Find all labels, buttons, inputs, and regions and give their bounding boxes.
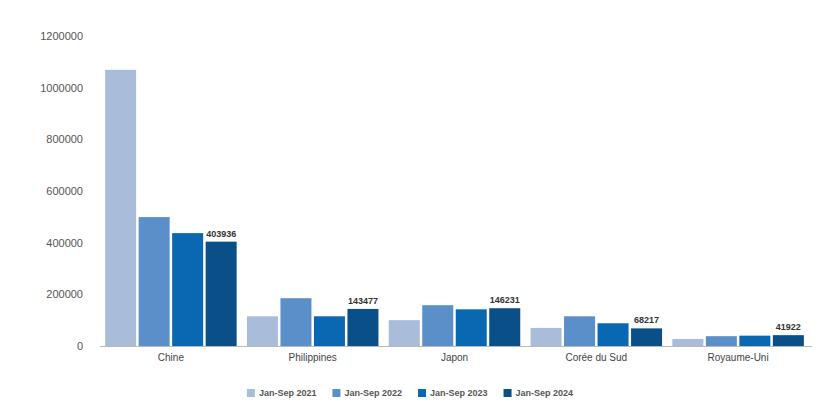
bar [206, 242, 237, 346]
bar [314, 316, 345, 346]
bar [105, 70, 136, 346]
bar [172, 233, 203, 346]
bars [105, 70, 804, 346]
chart-container: 0 200000 400000 600000 800000 1000000 1200000 4… [0, 0, 820, 408]
x-tick-label: Chine [158, 352, 185, 363]
y-tick [94, 242, 96, 243]
bar [564, 316, 595, 346]
y-tick-label: 200000 [46, 288, 83, 300]
x-tick-label: Philippines [289, 352, 337, 363]
y-tick-label: 800000 [46, 133, 83, 145]
legend-swatch [418, 389, 426, 397]
data-label: 41922 [776, 322, 801, 332]
data-label: 143477 [348, 296, 378, 306]
legend-label: Jan-Sep 2021 [259, 388, 317, 398]
bar [531, 328, 562, 346]
legend-swatch [247, 389, 255, 397]
x-tick-label: Royaume-Uni [708, 352, 769, 363]
legend-label: Jan-Sep 2023 [430, 388, 488, 398]
bar [280, 298, 311, 346]
bar [631, 328, 662, 346]
legend-label: Jan-Sep 2022 [344, 388, 402, 398]
legend: Jan-Sep 2021 Jan-Sep 2022 Jan-Sep 2023 Jan-… [247, 388, 573, 398]
bar [347, 309, 378, 346]
data-label: 403936 [206, 229, 236, 239]
x-tick-label: Corée du Sud [565, 352, 627, 363]
bar [739, 336, 770, 346]
bar [247, 316, 278, 346]
y-tick [94, 191, 96, 192]
y-tick-label: 400000 [46, 237, 83, 249]
y-tick-label: 0 [77, 340, 83, 352]
data-label: 146231 [490, 295, 520, 305]
y-tick-label: 1200000 [40, 30, 83, 42]
bar [389, 320, 420, 346]
bar [706, 336, 737, 346]
x-tick-label: Japon [441, 352, 468, 363]
legend-swatch [332, 389, 340, 397]
bar [773, 335, 804, 346]
y-tick-label: 1000000 [40, 82, 83, 94]
y-tick [94, 139, 96, 140]
bar [672, 339, 703, 346]
data-labels: 403936 143477 146231 68217 41922 [206, 229, 801, 333]
bar [598, 323, 629, 346]
y-tick [94, 36, 96, 37]
chart-svg: 0 200000 400000 600000 800000 1000000 1200000 4… [0, 0, 820, 408]
bar [456, 309, 487, 346]
y-tick [94, 294, 96, 295]
legend-label: Jan-Sep 2024 [516, 388, 574, 398]
y-tick [94, 346, 96, 347]
y-tick-label: 600000 [46, 185, 83, 197]
x-axis-line [100, 346, 812, 347]
legend-swatch [504, 389, 512, 397]
bar [489, 308, 520, 346]
data-label: 68217 [634, 315, 659, 325]
bar [139, 217, 170, 346]
bar [422, 305, 453, 346]
y-tick [94, 87, 96, 88]
